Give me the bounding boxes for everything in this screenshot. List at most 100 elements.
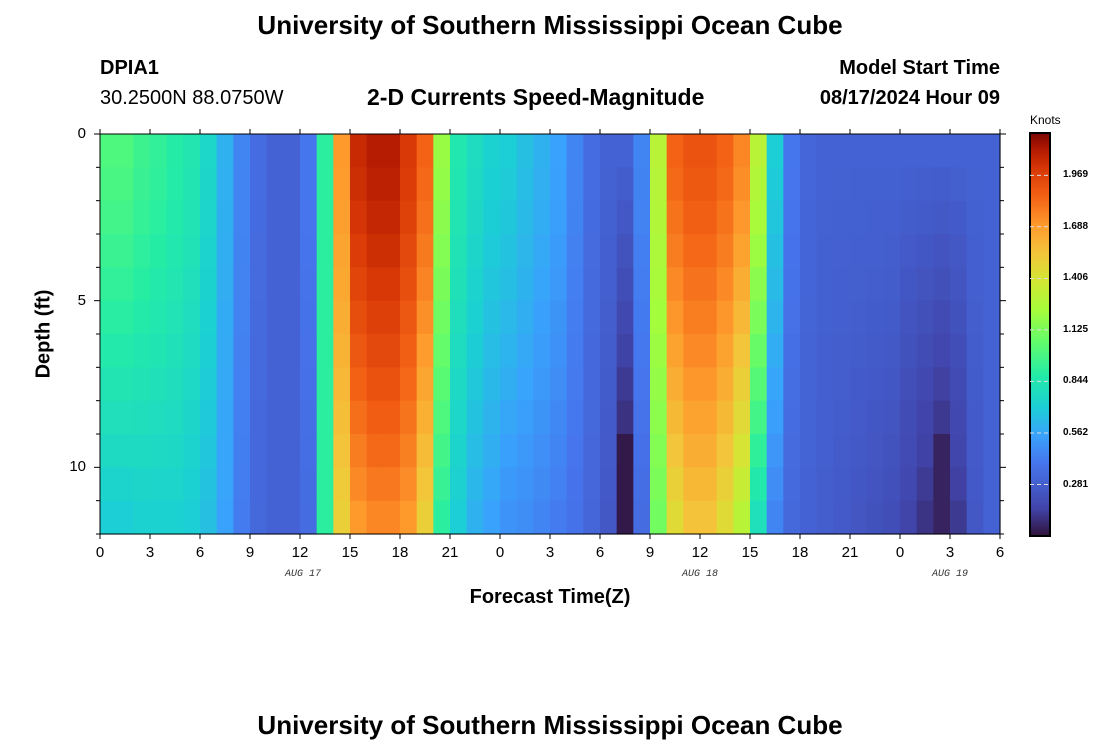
heatmap-cell — [716, 367, 734, 402]
heatmap-cell — [550, 134, 568, 168]
heatmap-cell — [900, 234, 918, 268]
heatmap-cell — [933, 234, 951, 268]
heatmap-cell — [666, 367, 684, 402]
heatmap-cell — [350, 500, 368, 535]
heatmap-cell — [150, 467, 168, 502]
heatmap-cell — [400, 400, 418, 435]
heatmap-cell — [233, 300, 251, 335]
heatmap-cell — [600, 334, 618, 368]
heatmap-cell — [616, 234, 634, 268]
heatmap-cell — [150, 167, 168, 202]
heatmap-cell — [216, 500, 234, 535]
heatmap-cell — [566, 300, 584, 335]
heatmap-cell — [400, 234, 418, 268]
heatmap-cell — [283, 234, 301, 268]
heatmap-cell — [733, 367, 751, 402]
heatmap-cell — [783, 467, 801, 502]
model-start-value: 08/17/2024 Hour 09 — [819, 87, 1000, 109]
heatmap-cell — [850, 467, 868, 502]
heatmap-cell — [950, 167, 968, 202]
heatmap-cell — [516, 167, 534, 202]
heatmap-cell — [983, 334, 1001, 368]
heatmap-cell — [116, 300, 134, 335]
heatmap-cell — [466, 467, 484, 502]
heatmap-cell — [900, 167, 918, 202]
heatmap-cell — [350, 300, 368, 335]
heatmap-cell — [216, 167, 234, 202]
heatmap-cell — [150, 500, 168, 535]
heatmap-cell — [733, 300, 751, 335]
date-label: AUG 19 — [931, 569, 969, 580]
heatmap-cell — [783, 400, 801, 435]
heatmap-cell — [300, 467, 318, 502]
heatmap-cell — [133, 334, 151, 368]
heatmap-cell — [683, 467, 701, 502]
heatmap-cell — [533, 267, 551, 302]
heatmap-cell — [700, 434, 718, 468]
heatmap-cell — [450, 234, 468, 268]
heatmap-cell — [516, 434, 534, 468]
heatmap-cell — [516, 300, 534, 335]
heatmap-cell — [216, 267, 234, 302]
heatmap-cell — [300, 500, 318, 535]
heatmap-cell — [650, 167, 668, 202]
heatmap-cell — [766, 434, 784, 468]
heatmap-cell — [266, 334, 284, 368]
heatmap-cell — [250, 367, 268, 402]
heatmap-cell — [966, 200, 984, 235]
heatmap-cell — [366, 234, 384, 268]
heatmap-cell — [700, 167, 718, 202]
y-tick-label: 10 — [69, 458, 86, 476]
heatmap-cell — [466, 500, 484, 535]
heatmap-cell — [383, 434, 401, 468]
heatmap-cell — [633, 167, 651, 202]
heatmap-cell — [783, 167, 801, 202]
heatmap-cell — [533, 400, 551, 435]
heatmap-cell — [766, 500, 784, 535]
heatmap-cell — [983, 500, 1001, 535]
heatmap-cell — [650, 200, 668, 235]
heatmap-cell — [433, 367, 451, 402]
heatmap-cell — [650, 300, 668, 335]
heatmap-cell — [400, 467, 418, 502]
heatmap-cell — [700, 334, 718, 368]
heatmap-cell — [416, 134, 434, 168]
heatmap-cell — [283, 367, 301, 402]
heatmap-cell — [266, 134, 284, 168]
x-tick-label: 21 — [441, 544, 459, 561]
heatmap-cell — [866, 367, 884, 402]
heatmap-cell — [433, 400, 451, 435]
heatmap-cell — [616, 300, 634, 335]
heatmap-cell — [716, 300, 734, 335]
heatmap-cell — [900, 200, 918, 235]
heatmap-cell — [883, 167, 901, 202]
heatmap-cell — [750, 234, 768, 268]
heatmap-cell — [800, 234, 818, 268]
heatmap-cell — [483, 267, 501, 302]
heatmap-cell — [716, 400, 734, 435]
heatmap-cell — [183, 234, 201, 268]
heatmap-cell — [600, 234, 618, 268]
heatmap-cell — [950, 134, 968, 168]
heatmap-cell — [300, 367, 318, 402]
heatmap-cell — [216, 367, 234, 402]
heatmap-cell — [566, 267, 584, 302]
heatmap-cell — [650, 334, 668, 368]
heatmap-cell — [616, 200, 634, 235]
heatmap-cell — [283, 300, 301, 335]
heatmap-cell — [966, 467, 984, 502]
heatmap-cell — [583, 200, 601, 235]
heatmap-cell — [333, 167, 351, 202]
heatmap-cell — [166, 467, 184, 502]
heatmap-cell — [233, 134, 251, 168]
heatmap-cell — [650, 367, 668, 402]
heatmap-cell — [200, 334, 218, 368]
heatmap-cell — [633, 500, 651, 535]
heatmap-cell — [466, 134, 484, 168]
heatmap-cell — [816, 300, 834, 335]
heatmap-cell — [183, 367, 201, 402]
heatmap-cell — [916, 200, 934, 235]
heatmap-cell — [550, 267, 568, 302]
heatmap-cell — [216, 467, 234, 502]
heatmap-cell — [800, 334, 818, 368]
